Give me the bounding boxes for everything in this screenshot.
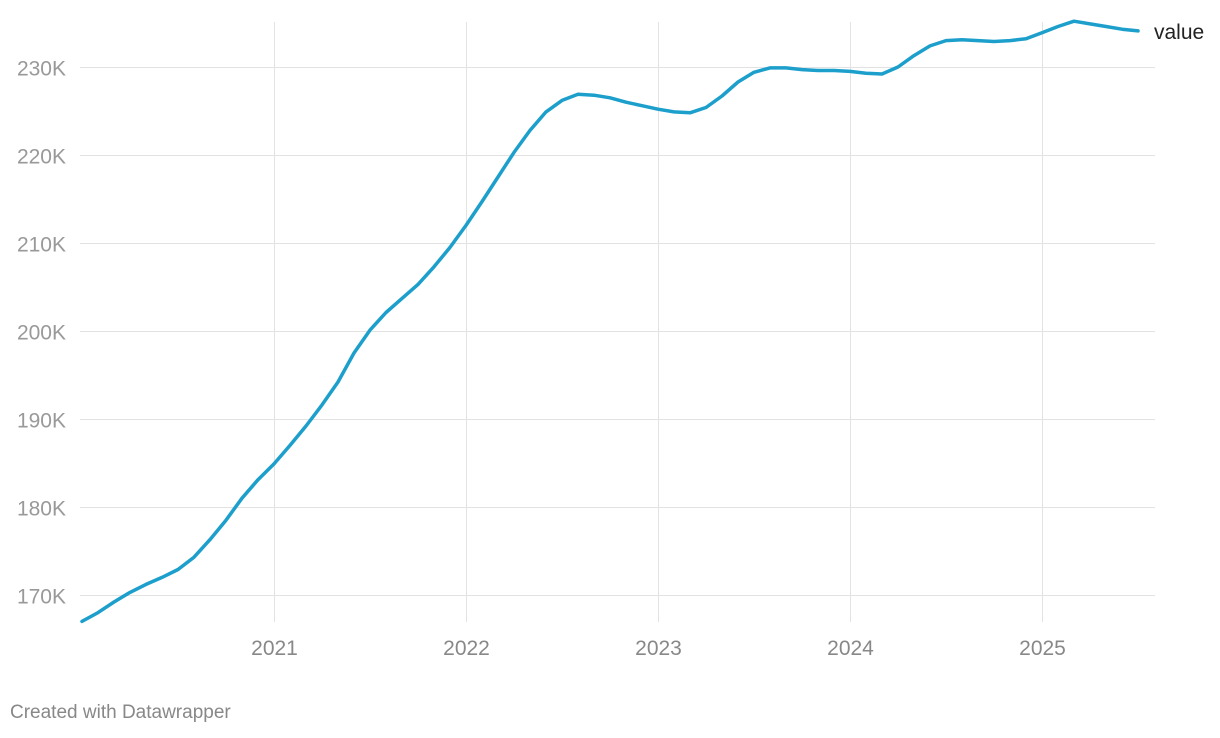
y-tick-label: 190K <box>17 410 66 433</box>
y-tick-label: 210K <box>17 234 66 257</box>
x-tick-label: 2023 <box>635 637 682 660</box>
y-tick-label: 200K <box>17 322 66 345</box>
y-axis-tick-labels: 170K 180K 190K 200K 210K 220K 230K <box>17 58 66 609</box>
y-gridlines <box>80 66 1155 597</box>
x-axis-tick-labels: 2021 2022 2023 2024 2025 <box>251 637 1066 660</box>
y-tick-label: 180K <box>17 498 66 521</box>
y-tick-label: 220K <box>17 146 66 169</box>
x-tick-label: 2024 <box>827 637 874 660</box>
datawrapper-credit[interactable]: Created with Datawrapper <box>10 702 231 723</box>
series-label: value <box>1154 21 1204 44</box>
series-layer: value <box>80 19 1204 624</box>
x-tick-label: 2021 <box>251 637 298 660</box>
x-tick-label: 2025 <box>1019 637 1066 660</box>
y-tick-label: 230K <box>17 58 66 81</box>
x-gridlines <box>273 22 1044 622</box>
y-tick-label: 170K <box>17 586 66 609</box>
x-tick-label: 2022 <box>443 637 490 660</box>
series-line-value[interactable] <box>80 19 1140 624</box>
